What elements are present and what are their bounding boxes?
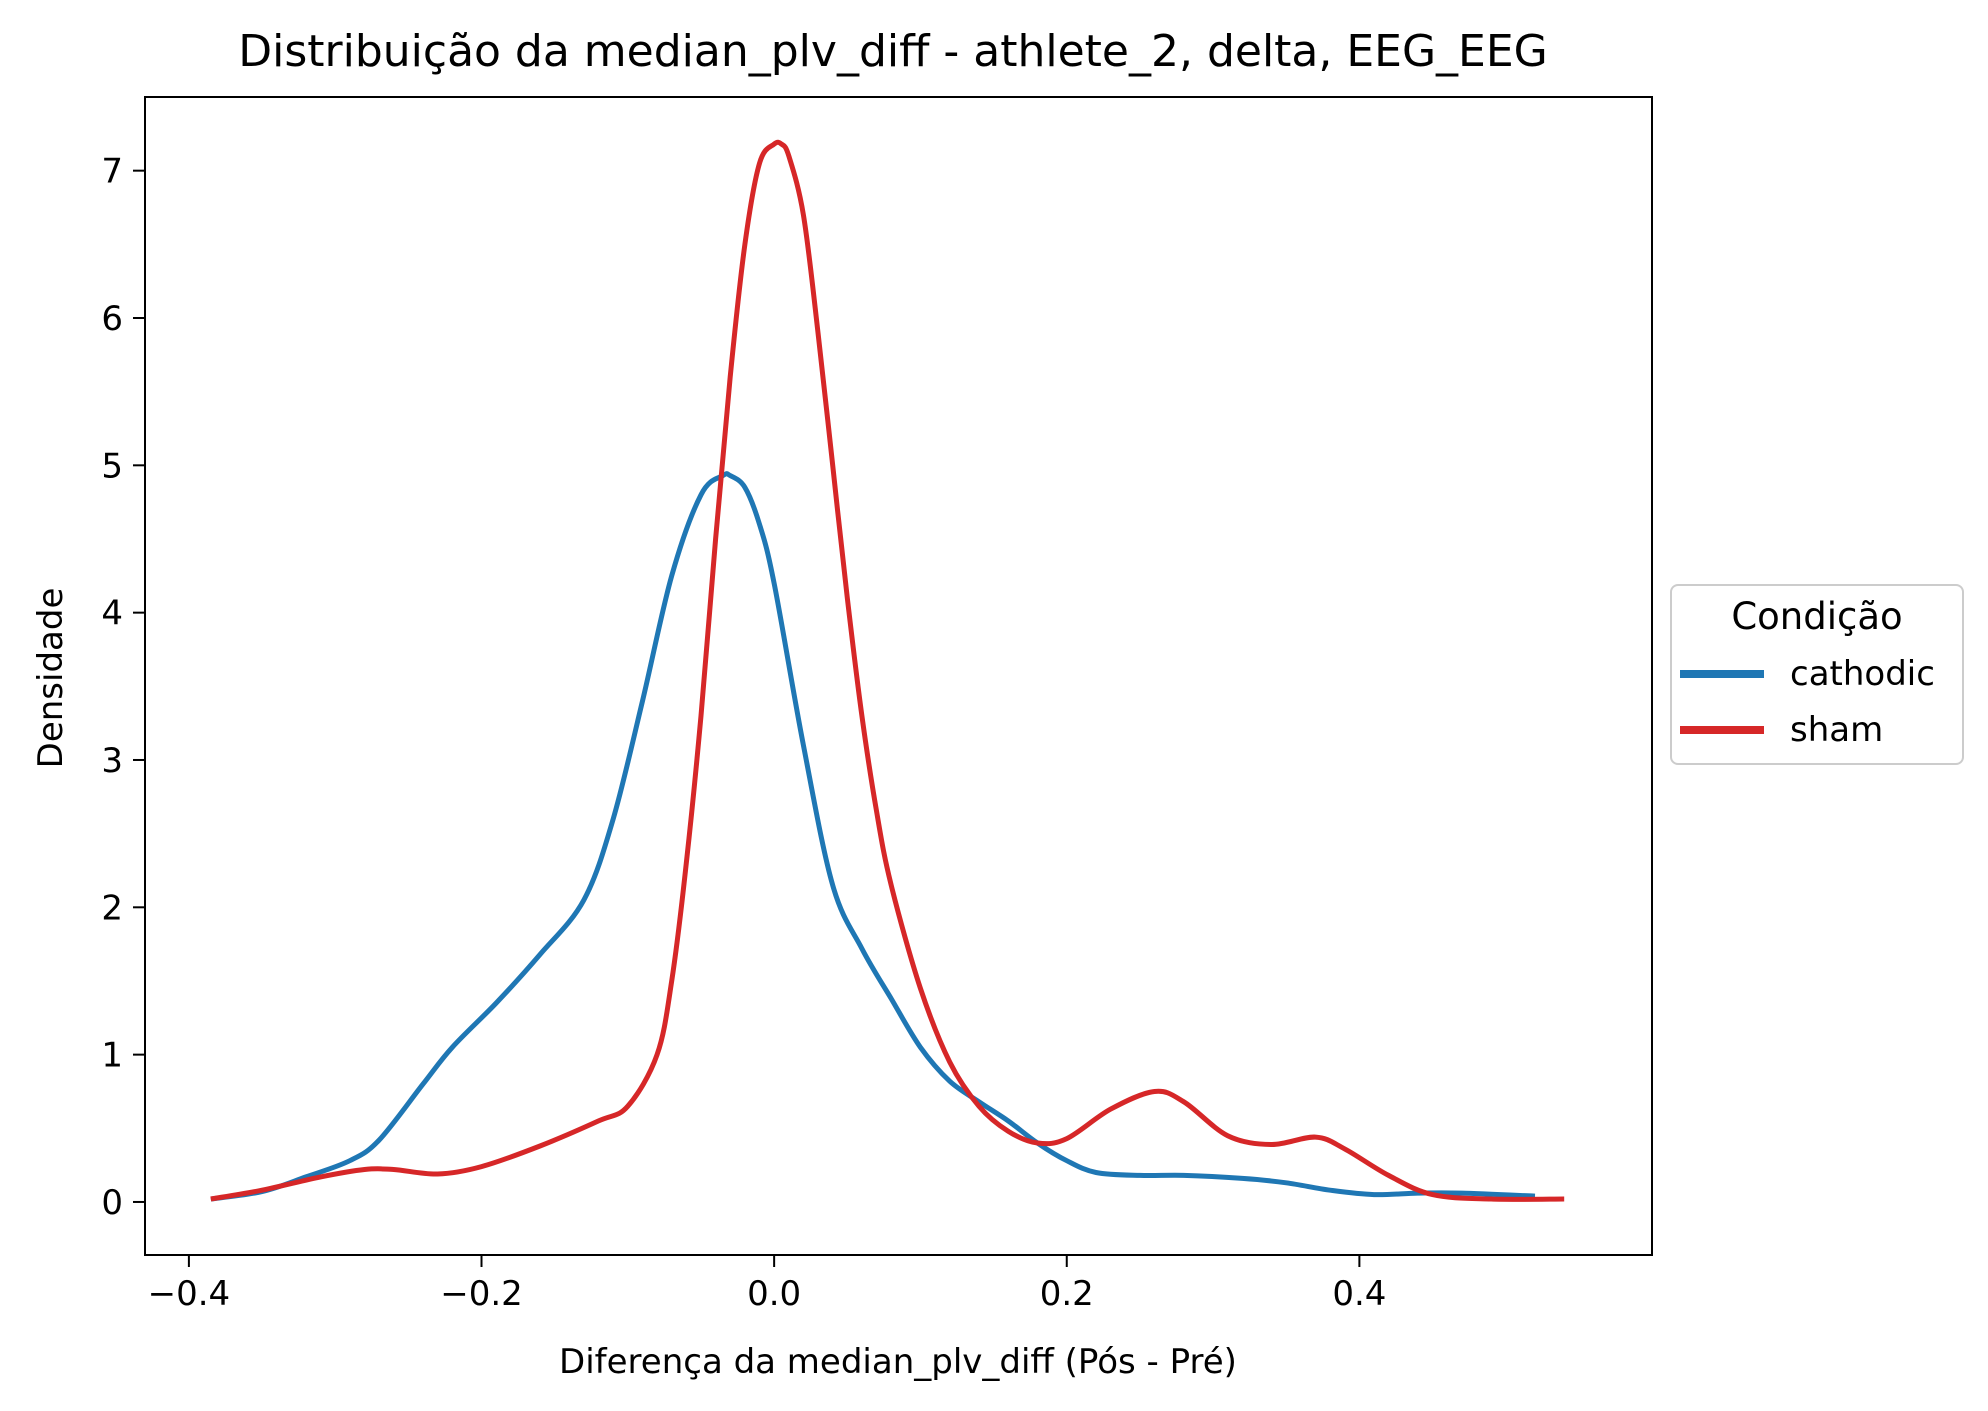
legend-frame (1670, 584, 1964, 765)
x-tick-label: −0.2 (440, 1274, 523, 1314)
legend-label-cathodic: cathodic (1790, 654, 1935, 694)
x-tick-label: 0.2 (1040, 1274, 1094, 1314)
series-lines (210, 139, 1565, 1202)
y-tick-label: 5 (101, 446, 123, 486)
y-axis-ticks: 0 1 2 3 4 5 6 7 (101, 152, 145, 1223)
chart-title: Distribuição da median_plv_diff - athlet… (238, 26, 1548, 77)
y-tick-label: 7 (101, 152, 123, 192)
y-tick-label: 2 (101, 888, 123, 928)
y-axis-label: Densidade (31, 588, 71, 769)
y-tick-label: 4 (101, 594, 123, 634)
y-tick-label: 1 (101, 1036, 123, 1076)
y-tick-label: 6 (101, 299, 123, 339)
legend-label-sham: sham (1790, 710, 1883, 750)
x-tick-label: 0.4 (1332, 1274, 1386, 1314)
x-axis-ticks: −0.4 −0.2 0.0 0.2 0.4 (148, 1255, 1386, 1314)
y-tick-label: 0 (101, 1183, 123, 1223)
legend: Condição cathodic sham (1670, 584, 1964, 765)
y-tick-label: 3 (101, 741, 123, 781)
series-line-sham (210, 139, 1565, 1202)
series-line-cathodic (210, 471, 1536, 1202)
legend-title: Condição (1731, 595, 1902, 638)
x-axis-label: Diferença da median_plv_diff (Pós - Pré) (559, 1342, 1237, 1382)
plot-frame (144, 96, 1653, 1256)
plot-area (144, 96, 1653, 1256)
x-tick-label: −0.4 (148, 1274, 231, 1314)
x-tick-label: 0.0 (747, 1274, 801, 1314)
legend-entries: cathodic sham (1680, 654, 1935, 750)
